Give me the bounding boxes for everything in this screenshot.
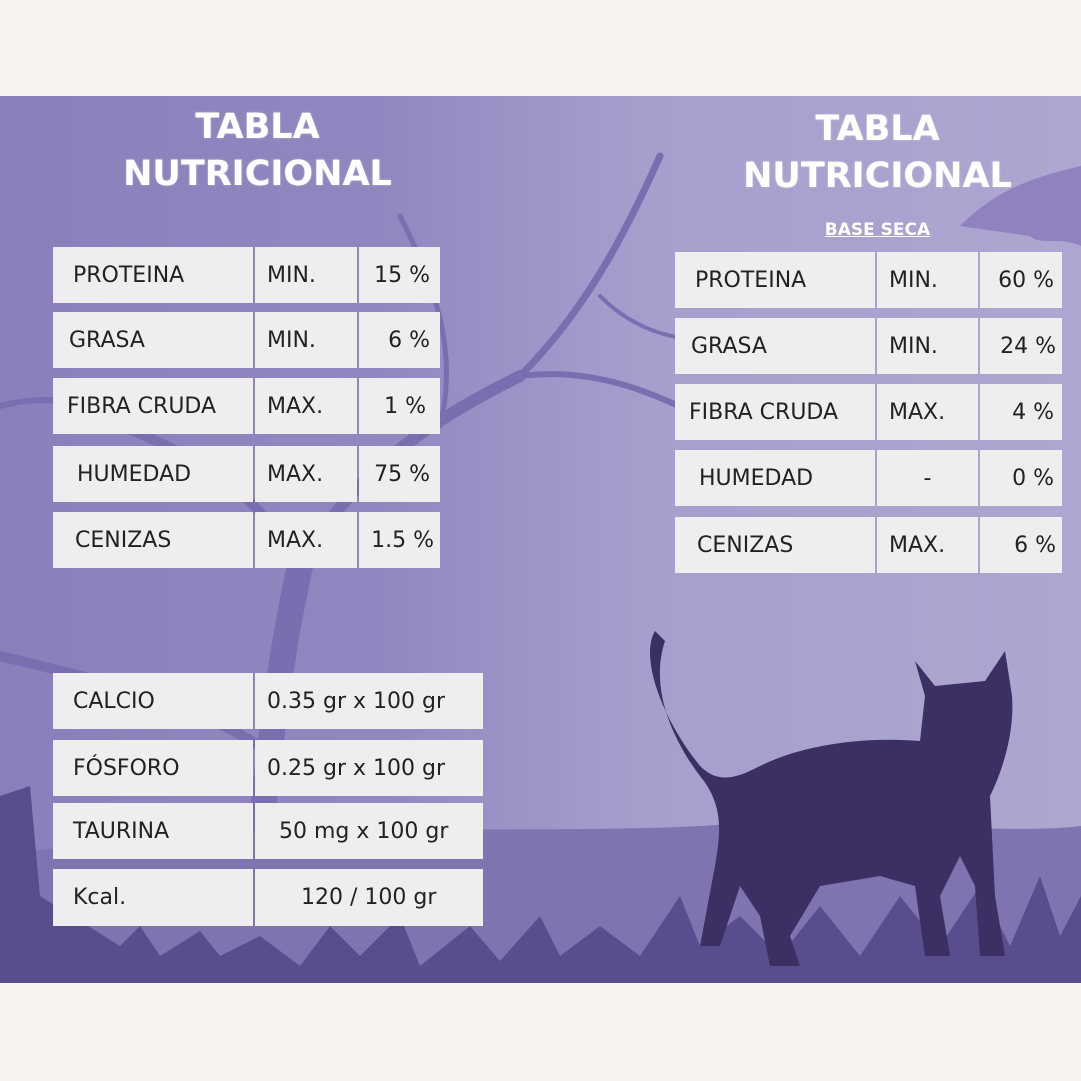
nutrient-name: FIBRA CRUDA <box>53 378 253 434</box>
left-title-line1: TABLA <box>195 107 320 147</box>
mineral-value: 120 / 100 gr <box>255 869 483 926</box>
nutrient-limit: - <box>877 450 978 506</box>
table-row: GRASA MIN. 24 % <box>675 318 1062 374</box>
mineral-value: 0.35 gr x 100 gr <box>255 673 483 729</box>
table-row: CENIZAS MAX. 6 % <box>675 517 1062 573</box>
left-title: TABLA NUTRICIONAL <box>100 104 415 198</box>
nutrient-limit: MAX. <box>877 384 978 440</box>
table-row: CALCIO 0.35 gr x 100 gr <box>53 673 483 729</box>
nutrient-value: 15 % <box>359 247 440 303</box>
table-row: HUMEDAD MAX. 75 % <box>53 446 440 502</box>
mineral-name: Kcal. <box>53 869 253 926</box>
nutrient-value: 4 % <box>980 384 1062 440</box>
table-row: CENIZAS MAX. 1.5 % <box>53 512 440 568</box>
mineral-name: FÓSFORO <box>53 740 253 796</box>
nutrient-limit: MIN. <box>255 247 357 303</box>
mineral-value: 50 mg x 100 gr <box>255 803 483 859</box>
right-subtitle: BASE SECA <box>824 220 931 240</box>
nutrient-name: CENIZAS <box>53 512 253 568</box>
grass-icon <box>0 786 1081 983</box>
nutrient-name: FIBRA CRUDA <box>675 384 875 440</box>
left-title-line2: NUTRICIONAL <box>123 154 392 194</box>
nutrient-name: PROTEINA <box>53 247 253 303</box>
nutrient-limit: MAX. <box>877 517 978 573</box>
nutrient-value: 0 % <box>980 450 1062 506</box>
nutrient-limit: MIN. <box>877 252 978 308</box>
background-illustration <box>0 152 1081 983</box>
table-row: FÓSFORO 0.25 gr x 100 gr <box>53 740 483 796</box>
right-title-line1: TABLA <box>815 109 940 149</box>
nutrient-limit: MAX. <box>255 446 357 502</box>
nutrition-panel: TABLA NUTRICIONAL TABLA NUTRICIONAL BASE… <box>0 96 1081 983</box>
mineral-name: CALCIO <box>53 673 253 729</box>
nutrient-name: HUMEDAD <box>675 450 875 506</box>
cat-icon <box>650 631 1013 966</box>
table-row: Kcal. 120 / 100 gr <box>53 869 483 926</box>
nutrient-value: 24 % <box>980 318 1062 374</box>
table-row: HUMEDAD - 0 % <box>675 450 1062 506</box>
nutrient-value: 75 % <box>359 446 440 502</box>
table-row: PROTEINA MIN. 15 % <box>53 247 440 303</box>
nutrient-value: 6 % <box>359 312 440 368</box>
nutrient-value: 60 % <box>980 252 1062 308</box>
nutrient-limit: MIN. <box>255 312 357 368</box>
nutrient-limit: MIN. <box>877 318 978 374</box>
right-title: TABLA NUTRICIONAL <box>720 106 1035 200</box>
mineral-value: 0.25 gr x 100 gr <box>255 740 483 796</box>
nutrient-value: 6 % <box>980 517 1062 573</box>
table-row: FIBRA CRUDA MAX. 1 % <box>53 378 440 434</box>
nutrient-name: PROTEINA <box>675 252 875 308</box>
nutrient-limit: MAX. <box>255 378 357 434</box>
mineral-name: TAURINA <box>53 803 253 859</box>
table-row: GRASA MIN. 6 % <box>53 312 440 368</box>
nutrient-value: 1 % <box>359 378 440 434</box>
table-row: FIBRA CRUDA MAX. 4 % <box>675 384 1062 440</box>
table-row: TAURINA 50 mg x 100 gr <box>53 803 483 859</box>
nutrient-name: GRASA <box>53 312 253 368</box>
nutrient-limit: MAX. <box>255 512 357 568</box>
table-row: PROTEINA MIN. 60 % <box>675 252 1062 308</box>
nutrient-name: CENIZAS <box>675 517 875 573</box>
nutrient-name: HUMEDAD <box>53 446 253 502</box>
animal-silhouette-icon <box>960 166 1081 246</box>
nutrient-value: 1.5 % <box>359 512 440 568</box>
nutrient-name: GRASA <box>675 318 875 374</box>
right-title-line2: NUTRICIONAL <box>743 156 1012 196</box>
